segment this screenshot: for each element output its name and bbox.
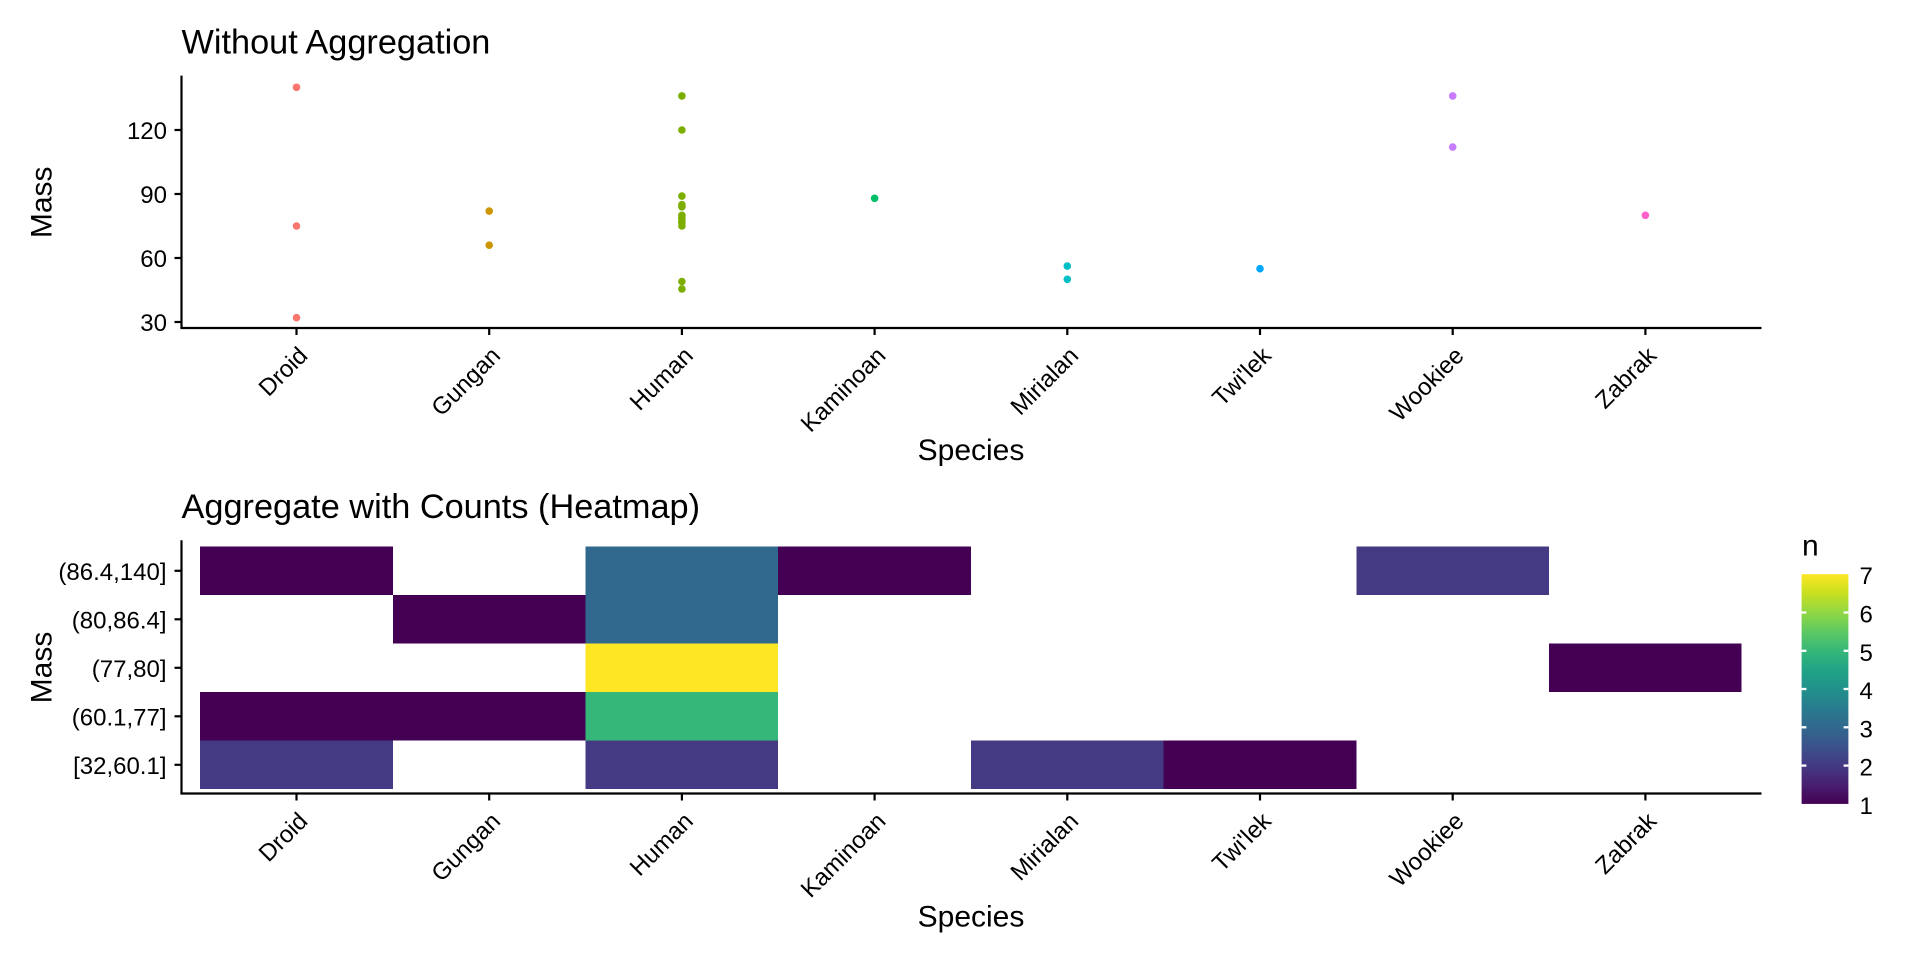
- svg-text:3: 3: [1860, 716, 1873, 743]
- svg-text:90: 90: [140, 182, 167, 209]
- svg-text:6: 6: [1860, 602, 1873, 629]
- svg-text:Mass: Mass: [25, 166, 58, 238]
- svg-text:30: 30: [140, 310, 167, 337]
- svg-text:4: 4: [1860, 678, 1873, 705]
- svg-text:(77,80]: (77,80]: [92, 656, 167, 683]
- svg-text:(86.4,140]: (86.4,140]: [58, 559, 166, 586]
- svg-text:Species: Species: [918, 900, 1025, 933]
- svg-text:Without Aggregation: Without Aggregation: [182, 24, 491, 62]
- svg-text:Aggregate with Counts (Heatmap: Aggregate with Counts (Heatmap): [182, 488, 701, 526]
- svg-text:60: 60: [140, 246, 167, 273]
- svg-text:2: 2: [1860, 755, 1873, 782]
- svg-text:n: n: [1802, 530, 1819, 563]
- svg-text:1: 1: [1860, 793, 1873, 820]
- svg-text:7: 7: [1860, 563, 1873, 590]
- svg-text:Species: Species: [918, 434, 1025, 467]
- svg-text:5: 5: [1860, 640, 1873, 667]
- svg-text:(80,86.4]: (80,86.4]: [72, 608, 167, 635]
- svg-text:120: 120: [127, 118, 167, 145]
- svg-text:[32,60.1]: [32,60.1]: [73, 753, 166, 780]
- svg-text:(60.1,77]: (60.1,77]: [72, 705, 167, 732]
- svg-text:Mass: Mass: [25, 632, 58, 704]
